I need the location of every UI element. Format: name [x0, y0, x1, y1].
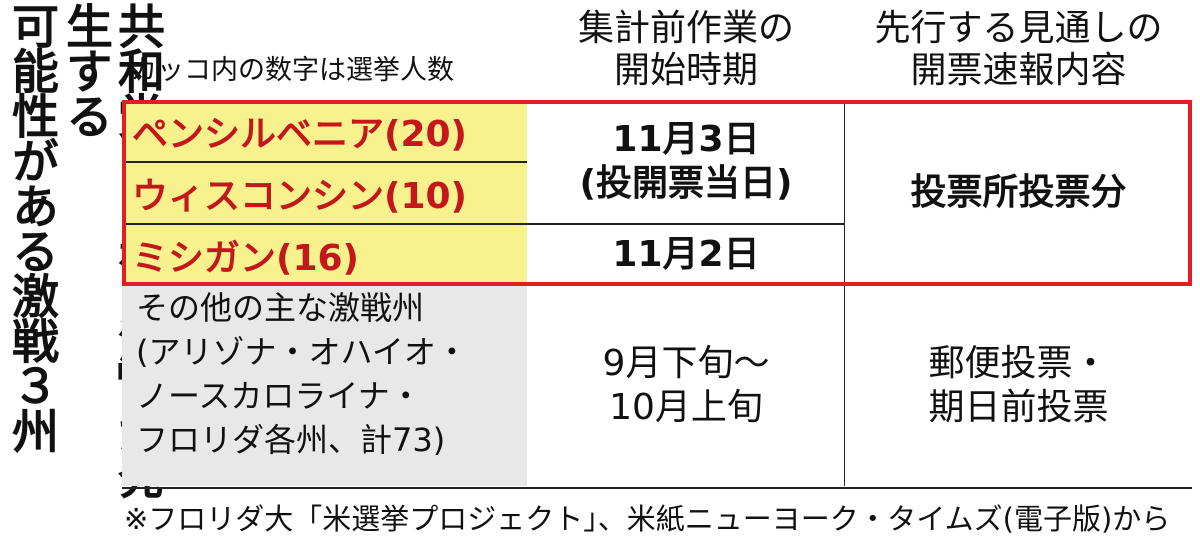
header-early-results: 先行する見通しの 開票速報内容 — [845, 0, 1192, 100]
header-line: 集計前作業の — [577, 8, 794, 49]
header-start-time: 集計前作業の 開始時期 — [527, 0, 845, 100]
other-start-line: 9月下旬〜 — [602, 343, 770, 384]
start-date-note: (投開票当日) — [579, 163, 793, 204]
state-wisconsin: ウィスコンシン(10) — [122, 162, 527, 224]
start-mi: 11月2日 — [612, 234, 760, 275]
divider — [844, 100, 845, 486]
other-line: ノースカロライナ・ — [136, 377, 422, 415]
other-states: その他の主な激戦州 (アリゾナ・オハイオ・ ノースカロライナ・ フロリダ各州、計… — [122, 286, 527, 486]
start-pa-wi: 11月3日 (投開票当日) — [527, 100, 845, 224]
other-content: 郵便投票・ 期日前投票 — [845, 286, 1192, 486]
start-date: 11月3日 — [612, 119, 760, 160]
divider — [122, 223, 845, 225]
other-line: フロリダ各州、計73) — [136, 421, 446, 459]
header-line: 先行する見通しの — [874, 8, 1163, 49]
title-line-2: 可能性がある激戦３州 — [3, 2, 58, 452]
other-line: (アリゾナ・オハイオ・ — [136, 333, 468, 371]
content-polling-place: 投票所投票分 — [910, 172, 1127, 213]
other-line: その他の主な激戦州 — [136, 289, 425, 327]
other-content-line: 期日前投票 — [928, 387, 1109, 428]
state-michigan: ミシガン(16) — [122, 224, 527, 286]
other-content-line: 郵便投票・ — [928, 343, 1109, 384]
source-footnote: ※フロリダ大「米選挙プロジェクト」、米紙ニューヨーク・タイムズ(電子版)から — [124, 502, 1171, 536]
other-start: 9月下旬〜 10月上旬 — [527, 286, 845, 486]
divider — [122, 161, 527, 163]
other-start-line: 10月上旬 — [609, 387, 763, 428]
header-line: 開票速報内容 — [910, 50, 1127, 91]
header-line: 開始時期 — [613, 50, 758, 91]
state-pennsylvania: ペンシルベニア(20) — [122, 100, 527, 162]
divider — [122, 487, 1192, 489]
electoral-votes-note: カッコ内の数字は選挙人数 — [130, 55, 454, 86]
